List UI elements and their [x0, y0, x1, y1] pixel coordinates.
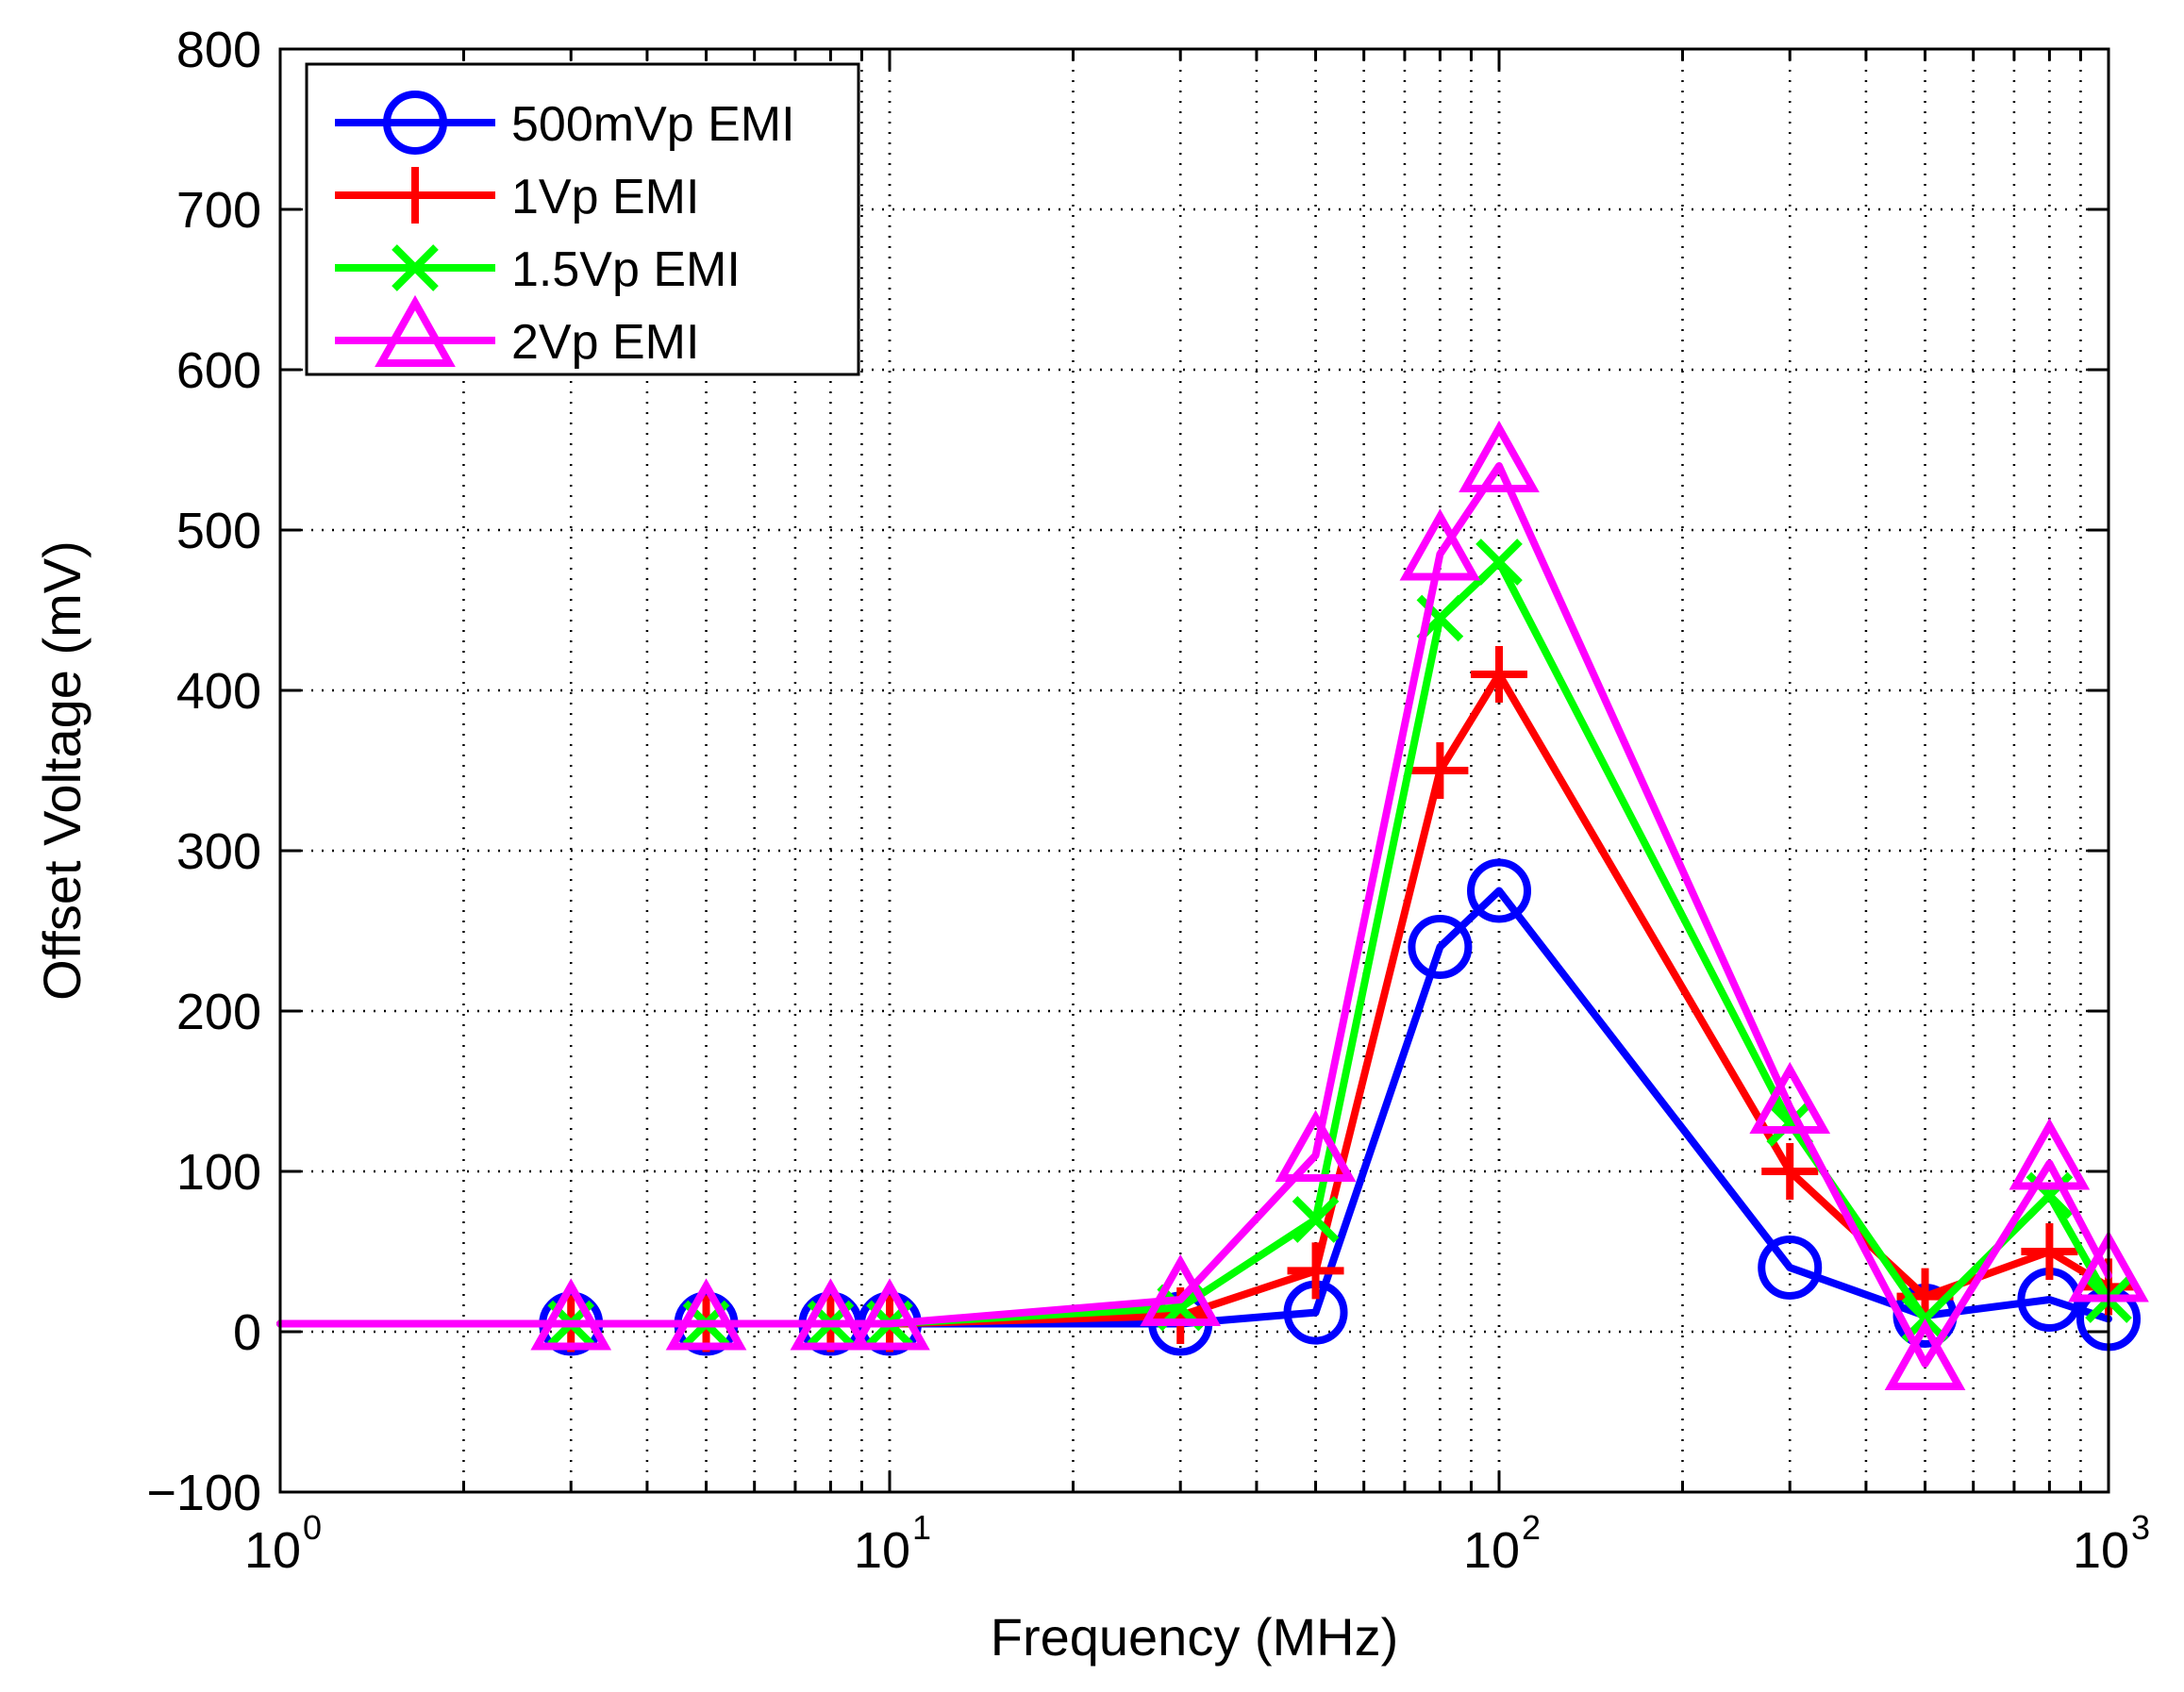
y-tick-label: −100 — [146, 1465, 261, 1521]
legend-item-3: 1.5Vp EMI — [335, 242, 741, 297]
plus-marker — [2021, 1223, 2078, 1280]
x-tick-exponent: 2 — [1522, 1508, 1541, 1547]
triangle-marker — [790, 1278, 872, 1351]
y-tick-label: 200 — [176, 984, 261, 1040]
series-line — [276, 462, 2112, 1368]
y-tick-label: 300 — [176, 823, 261, 880]
y-tick-label: 100 — [176, 1144, 261, 1201]
triangle-marker — [665, 1278, 747, 1351]
x-tick-exponent: 0 — [303, 1508, 322, 1547]
plus-marker — [1761, 1143, 1819, 1200]
legend-item-4: 2Vp EMI — [335, 294, 699, 370]
plus-marker — [1471, 646, 1527, 703]
plus-marker — [387, 167, 443, 224]
legend: 500mVp EMI 1Vp EMI 1.5Vp EMI 2Vp EMI — [305, 62, 860, 376]
y-axis-title: Offset Voltage (mV) — [32, 540, 92, 1001]
triangle-marker — [849, 1278, 930, 1351]
tick-marks — [278, 47, 2110, 1494]
plus-marker — [1287, 1242, 1344, 1300]
x-tick-label: 10 — [854, 1522, 910, 1579]
y-tick-label: 500 — [176, 503, 261, 559]
legend-label: 1.5Vp EMI — [511, 242, 741, 297]
series-4 — [276, 420, 2149, 1390]
y-tick-label: 400 — [176, 663, 261, 720]
x-axis-title: Frequency (MHz) — [991, 1607, 1399, 1667]
triangle-marker — [1399, 508, 1481, 581]
x-marker — [392, 244, 439, 291]
triangle-marker — [1459, 420, 1540, 492]
circle-marker — [1408, 915, 1473, 979]
triangle-marker — [2009, 1118, 2091, 1190]
x-tick-label: 10 — [244, 1522, 301, 1579]
legend-label: 2Vp EMI — [511, 315, 699, 370]
circle-marker — [383, 91, 447, 155]
legend-box — [305, 62, 860, 376]
x-marker — [1475, 539, 1523, 586]
circle-marker — [1467, 858, 1531, 923]
series-layer — [276, 420, 2149, 1390]
triangle-marker — [530, 1278, 612, 1351]
triangle-marker — [1275, 1109, 1357, 1182]
legend-label: 500mVp EMI — [511, 97, 795, 152]
plot-frame — [278, 47, 2110, 1494]
x-tick-exponent: 3 — [2131, 1508, 2150, 1547]
legend-item-2: 1Vp EMI — [335, 167, 699, 224]
y-tick-label: 600 — [176, 342, 261, 399]
y-tick-label: 0 — [233, 1304, 261, 1361]
triangle-marker — [1884, 1318, 1966, 1390]
y-tick-label: 700 — [176, 182, 261, 239]
x-tick-label: 10 — [1463, 1522, 1520, 1579]
x-tick-label: 10 — [2073, 1522, 2129, 1579]
triangle-marker — [1140, 1253, 1222, 1326]
circle-marker — [1758, 1236, 1823, 1300]
x-tick-exponent: 1 — [912, 1508, 931, 1547]
legend-item-1: 500mVp EMI — [335, 91, 795, 155]
triangle-marker — [1749, 1061, 1831, 1134]
x-marker — [1292, 1196, 1340, 1243]
y-tick-label: 800 — [176, 22, 261, 78]
legend-label: 1Vp EMI — [511, 170, 699, 224]
triangle-marker — [375, 294, 456, 367]
plus-marker — [1411, 742, 1469, 799]
